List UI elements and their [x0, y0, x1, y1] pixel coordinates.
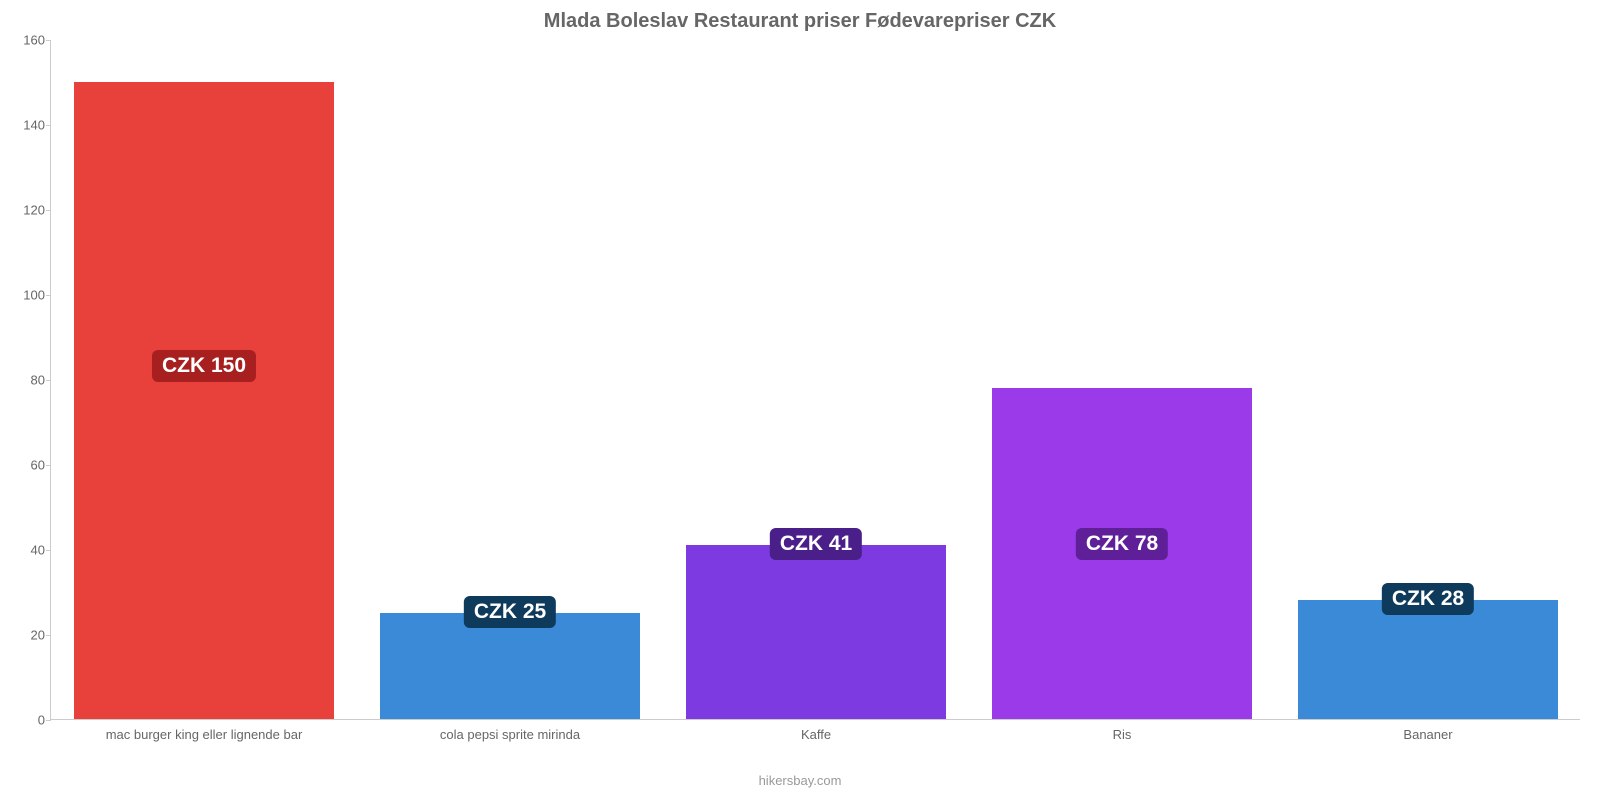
- chart-title: Mlada Boleslav Restaurant priser Fødevar…: [0, 10, 1600, 33]
- value-badge: CZK 150: [152, 350, 256, 382]
- y-tick-label: 0: [11, 713, 45, 728]
- y-tick-mark: [46, 210, 51, 211]
- y-tick-label: 80: [11, 373, 45, 388]
- x-category-label: Bananer: [1403, 727, 1452, 742]
- y-tick-mark: [46, 720, 51, 721]
- bar: [380, 613, 640, 719]
- y-tick-label: 60: [11, 458, 45, 473]
- plot-area: 020406080100120140160CZK 150mac burger k…: [50, 40, 1580, 720]
- y-tick-mark: [46, 40, 51, 41]
- value-badge: CZK 78: [1076, 528, 1168, 560]
- y-tick-mark: [46, 635, 51, 636]
- x-category-label: Ris: [1113, 727, 1132, 742]
- chart-caption: hikersbay.com: [0, 773, 1600, 788]
- y-tick-label: 140: [11, 118, 45, 133]
- y-tick-mark: [46, 550, 51, 551]
- y-tick-mark: [46, 380, 51, 381]
- bar: [74, 82, 334, 720]
- y-tick-label: 20: [11, 628, 45, 643]
- y-tick-mark: [46, 125, 51, 126]
- value-badge: CZK 41: [770, 528, 862, 560]
- x-category-label: mac burger king eller lignende bar: [106, 727, 303, 742]
- value-badge: CZK 28: [1382, 583, 1474, 615]
- y-tick-label: 120: [11, 203, 45, 218]
- value-badge: CZK 25: [464, 596, 556, 628]
- y-tick-label: 100: [11, 288, 45, 303]
- y-tick-label: 160: [11, 33, 45, 48]
- x-category-label: Kaffe: [801, 727, 831, 742]
- y-tick-label: 40: [11, 543, 45, 558]
- bar: [1298, 600, 1558, 719]
- y-tick-mark: [46, 465, 51, 466]
- y-tick-mark: [46, 295, 51, 296]
- bar: [686, 545, 946, 719]
- x-category-label: cola pepsi sprite mirinda: [440, 727, 580, 742]
